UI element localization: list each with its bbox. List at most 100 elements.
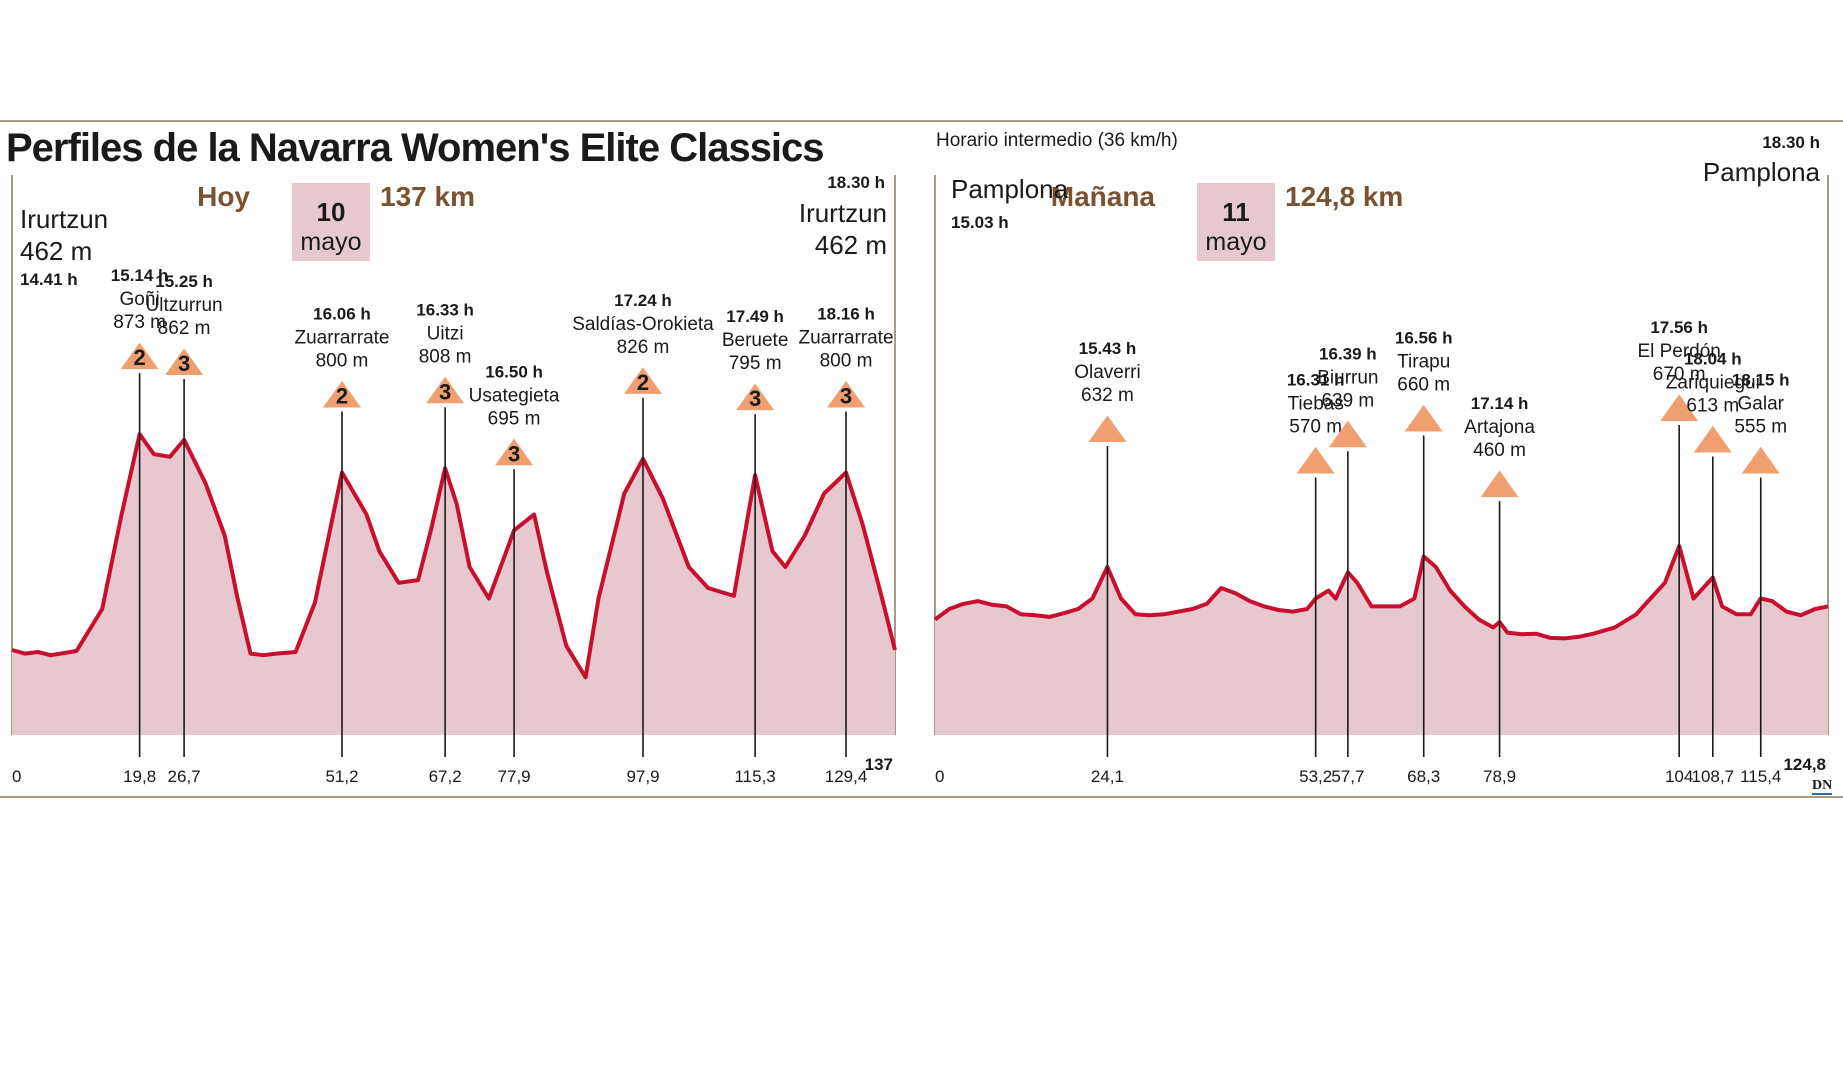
climb-triangle (495, 438, 534, 466)
marker-time: 16.33 h (416, 300, 474, 319)
x-tick-label: 19,8 (123, 767, 156, 786)
climb-triangle (322, 380, 361, 408)
start-name: Pamplona (951, 174, 1069, 204)
marker-name: Beruete (722, 330, 789, 351)
climb-triangle (1296, 446, 1335, 474)
marker-altitude: 670 m (1653, 364, 1706, 385)
x-tick-label: 124,8 (1783, 755, 1826, 774)
climb-triangle (1660, 394, 1699, 421)
marker-altitude: 795 m (729, 353, 782, 374)
marker-name: Biurrun (1317, 367, 1378, 388)
marker-time: 15.14 h (111, 266, 169, 285)
climb-category: 2 (133, 345, 145, 370)
x-tick-label: 68,3 (1407, 767, 1440, 786)
marker-time: 17.56 h (1650, 318, 1708, 337)
marker-time: 16.31 h (1287, 371, 1345, 390)
finish-name: Irurtzun (799, 198, 887, 228)
marker-altitude: 555 m (1734, 417, 1787, 438)
marker-altitude: 460 m (1473, 440, 1526, 461)
x-tick-label: 67,2 (429, 767, 462, 786)
climb-triangle (165, 348, 204, 375)
marker-time: 17.24 h (614, 291, 672, 310)
climb-category: 3 (749, 386, 761, 411)
start-name: Irurtzun (20, 204, 108, 234)
marker-altitude: 873 m (113, 312, 166, 333)
climb-triangle (736, 383, 775, 411)
x-tick-label: 137 (865, 755, 893, 774)
x-tick-label: 53,2 (1299, 767, 1332, 786)
marker-time: 15.43 h (1079, 339, 1137, 358)
start-time: 14.41 h (20, 270, 78, 289)
marker-time: 16.06 h (313, 305, 371, 324)
finish-time: 18.30 h (1762, 133, 1820, 152)
marker-altitude: 639 m (1321, 390, 1374, 411)
speed-note: Horario intermedio (36 km/h) (936, 130, 1178, 151)
x-tick-label: 108,7 (1692, 767, 1735, 786)
marker-name: Zuarrarrate (799, 328, 894, 349)
finish-name: Pamplona (1703, 157, 1821, 187)
climb-triangle (623, 367, 662, 394)
finish-time: 18.30 h (827, 173, 885, 192)
marker-name: Olaverri (1074, 362, 1141, 383)
marker-name: El Perdón (1637, 341, 1720, 362)
marker-name: Artajona (1464, 417, 1535, 438)
x-tick-label: 78,9 (1483, 767, 1516, 786)
credit-logo: DN (1812, 778, 1833, 795)
x-tick-label: 129,4 (825, 767, 868, 786)
marker-altitude: 800 m (820, 351, 873, 372)
marker-time: 18.04 h (1684, 350, 1742, 369)
stage-label: Mañana (1051, 181, 1156, 212)
finish-altitude: 462 m (815, 230, 887, 260)
date-month: mayo (300, 228, 361, 256)
marker-name: Goñi (120, 289, 160, 310)
marker-time: 15.25 h (155, 272, 213, 291)
marker-altitude: 826 m (617, 337, 670, 358)
x-tick-label: 104 (1665, 767, 1693, 786)
climb-triangle (426, 376, 465, 404)
marker-name: Tiebas (1288, 394, 1344, 415)
climb-triangle (1480, 470, 1519, 498)
profile-line (11, 432, 897, 680)
profile-area (935, 546, 1828, 735)
x-tick-label: 0 (935, 767, 944, 786)
climb-category: 2 (637, 370, 649, 395)
climb-triangle (1741, 446, 1780, 474)
marker-name: Saldías-Orokieta (572, 314, 714, 335)
climb-triangle (120, 342, 159, 370)
marker-altitude: 632 m (1081, 385, 1134, 406)
marker-time: 18.15 h (1732, 371, 1790, 390)
marker-time: 17.49 h (726, 307, 784, 326)
date-box (1197, 183, 1275, 261)
x-tick-label: 115,4 (1740, 767, 1781, 786)
climb-triangle (827, 380, 866, 408)
marker-altitude: 862 m (158, 318, 211, 339)
climb-category: 3 (840, 384, 852, 409)
marker-name: Galar (1738, 394, 1785, 415)
profile-line (933, 544, 1829, 641)
figure-title: Perfiles de la Navarra Women's Elite Cla… (6, 126, 825, 170)
marker-name: Zariquiegui (1666, 373, 1760, 394)
start-altitude: 462 m (20, 236, 92, 266)
marker-name: Zuarrarrate (294, 328, 389, 349)
marker-altitude: 570 m (1289, 417, 1342, 438)
distance-label: 124,8 km (1285, 181, 1403, 212)
date-day: 11 (1222, 197, 1250, 227)
x-tick-label: 0 (12, 767, 21, 786)
climb-triangle (1404, 404, 1443, 432)
marker-name: Ultzurrun (146, 295, 223, 316)
x-tick-label: 57,7 (1331, 767, 1364, 786)
marker-altitude: 660 m (1397, 375, 1450, 396)
profile-area (12, 434, 895, 735)
marker-altitude: 800 m (316, 351, 369, 372)
marker-name: Usategieta (469, 385, 560, 406)
start-time: 15.03 h (951, 213, 1009, 232)
x-tick-label: 51,2 (325, 767, 358, 786)
x-tick-label: 26,7 (168, 767, 201, 786)
marker-time: 16.56 h (1395, 329, 1453, 348)
climb-category: 3 (439, 379, 451, 404)
marker-time: 18.16 h (817, 305, 875, 324)
marker-name: Tirapu (1397, 352, 1450, 373)
marker-time: 16.39 h (1319, 344, 1377, 363)
